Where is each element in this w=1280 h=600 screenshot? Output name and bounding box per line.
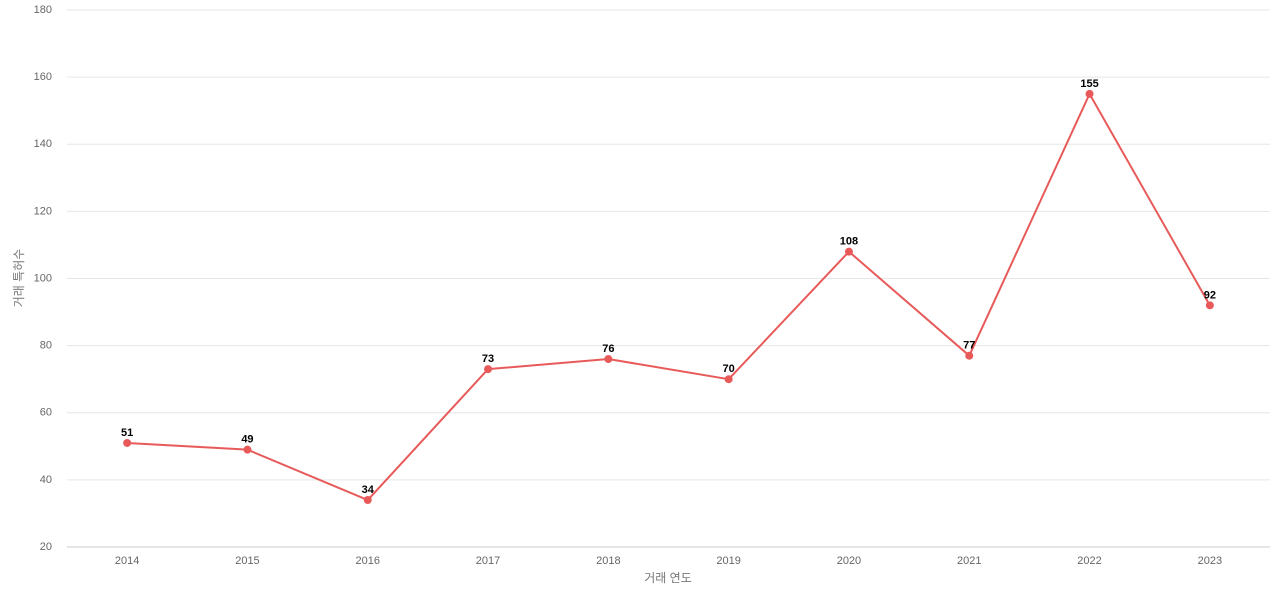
value-label: 92 [1204,289,1216,301]
x-axis-label: 거래 연도 [644,571,692,585]
value-label: 76 [602,343,614,355]
y-tick-label: 20 [40,541,52,553]
x-tick-label: 2015 [235,555,259,567]
value-label: 108 [840,236,858,248]
y-tick-label: 180 [34,4,52,16]
y-axis-label: 거래 특허수 [12,249,26,308]
value-label: 77 [963,340,975,352]
x-tick-label: 2018 [596,555,620,567]
value-label: 49 [241,434,253,446]
x-tick-label: 2020 [837,555,861,567]
x-tick-label: 2019 [716,555,740,567]
value-label: 70 [723,363,735,375]
point [123,438,132,447]
y-tick-label: 80 [40,340,52,352]
point [844,247,853,256]
x-tick-label: 2021 [957,555,981,567]
point [1205,301,1214,310]
x-tick-label: 2017 [476,555,500,567]
value-label: 34 [362,484,375,496]
point [484,365,493,374]
x-tick-label: 2023 [1198,555,1222,567]
y-tick-label: 160 [34,71,52,83]
value-label: 51 [121,427,133,439]
y-tick-label: 60 [40,407,52,419]
y-tick-label: 40 [40,474,52,486]
y-tick-label: 120 [34,205,52,217]
x-tick-label: 2016 [356,555,380,567]
point [243,445,252,454]
point [604,355,613,364]
point [1085,89,1094,98]
value-label: 155 [1080,78,1098,90]
point [724,375,733,384]
x-tick-label: 2014 [115,555,139,567]
y-tick-label: 140 [34,138,52,150]
point [965,351,974,360]
x-tick-label: 2022 [1077,555,1101,567]
y-tick-label: 100 [34,272,52,284]
line [127,91,1211,502]
value-label: 73 [482,353,494,365]
point [363,496,372,505]
